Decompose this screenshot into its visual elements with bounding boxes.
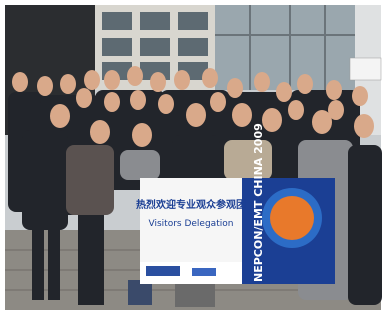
banner-sun xyxy=(270,196,314,240)
photo: 热烈欢迎专业观众参观团 Visitors Delegation NEPCON/E… xyxy=(0,0,386,319)
banner-title-cn: 热烈欢迎专业观众参观团 xyxy=(136,198,246,211)
logo xyxy=(146,266,180,276)
logo xyxy=(192,268,216,276)
banner-title-en: Visitors Delegation xyxy=(149,219,234,229)
banner-brand: NEPCON/EMT CHINA 2009 xyxy=(252,123,265,282)
